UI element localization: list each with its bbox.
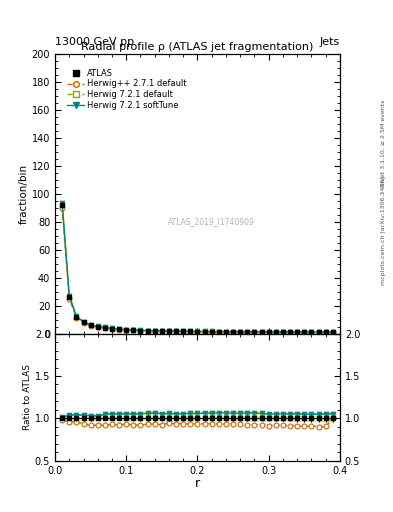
Title: Radial profile ρ (ATLAS jet fragmentation): Radial profile ρ (ATLAS jet fragmentatio… — [81, 41, 314, 52]
Y-axis label: Ratio to ATLAS: Ratio to ATLAS — [23, 364, 32, 430]
Text: mcplots.cern.ch [arXiv:1306.3436]: mcplots.cern.ch [arXiv:1306.3436] — [381, 176, 386, 285]
X-axis label: r: r — [195, 477, 200, 490]
Y-axis label: fraction/bin: fraction/bin — [19, 164, 29, 224]
Legend: ATLAS, Herwig++ 2.7.1 default, Herwig 7.2.1 default, Herwig 7.2.1 softTune: ATLAS, Herwig++ 2.7.1 default, Herwig 7.… — [65, 67, 189, 112]
Text: ATLAS_2019_I1740909: ATLAS_2019_I1740909 — [168, 217, 255, 226]
Text: 13000 GeV pp: 13000 GeV pp — [55, 37, 134, 47]
Text: Rivet 3.1.10, ≥ 2.5M events: Rivet 3.1.10, ≥ 2.5M events — [381, 100, 386, 187]
Text: Jets: Jets — [320, 37, 340, 47]
